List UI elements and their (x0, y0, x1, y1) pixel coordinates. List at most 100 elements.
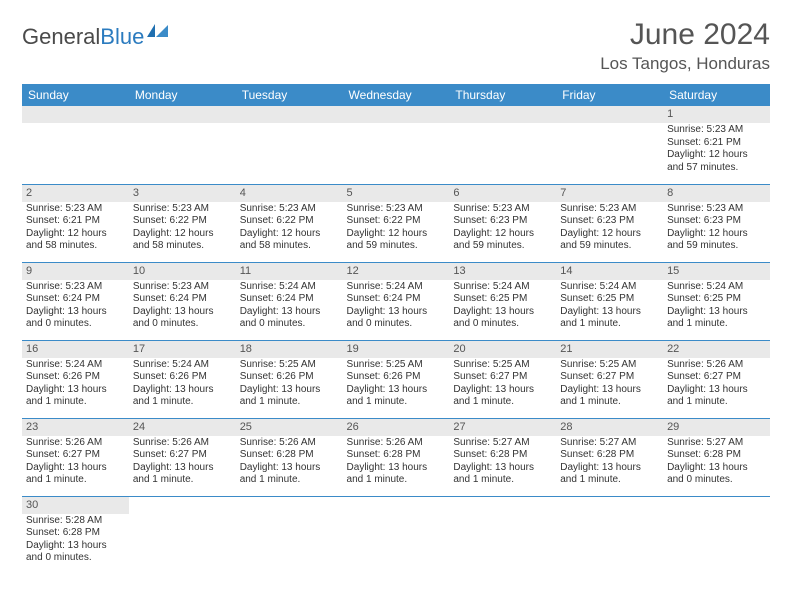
day-header-thu: Thursday (449, 84, 556, 106)
calendar-cell: 3Sunrise: 5:23 AMSunset: 6:22 PMDaylight… (129, 184, 236, 262)
month-title: June 2024 (600, 18, 770, 52)
calendar-week-row: 9Sunrise: 5:23 AMSunset: 6:24 PMDaylight… (22, 262, 770, 340)
day-number: 15 (663, 263, 770, 280)
day-content: Sunrise: 5:24 AMSunset: 6:25 PMDaylight:… (449, 280, 556, 334)
calendar-cell (556, 496, 663, 574)
day-number: 16 (22, 341, 129, 358)
day-number: 29 (663, 419, 770, 436)
day-content: Sunrise: 5:26 AMSunset: 6:28 PMDaylight:… (343, 436, 450, 490)
calendar-cell: 10Sunrise: 5:23 AMSunset: 6:24 PMDayligh… (129, 262, 236, 340)
day-content: Sunrise: 5:24 AMSunset: 6:25 PMDaylight:… (556, 280, 663, 334)
day-content: Sunrise: 5:24 AMSunset: 6:24 PMDaylight:… (236, 280, 343, 334)
calendar-cell: 16Sunrise: 5:24 AMSunset: 6:26 PMDayligh… (22, 340, 129, 418)
day-content: Sunrise: 5:23 AMSunset: 6:22 PMDaylight:… (236, 202, 343, 256)
calendar-header-row: Sunday Monday Tuesday Wednesday Thursday… (22, 84, 770, 106)
calendar-cell: 6Sunrise: 5:23 AMSunset: 6:23 PMDaylight… (449, 184, 556, 262)
calendar-cell: 25Sunrise: 5:26 AMSunset: 6:28 PMDayligh… (236, 418, 343, 496)
calendar-cell (236, 106, 343, 184)
flag-icon (146, 22, 172, 45)
calendar-cell: 29Sunrise: 5:27 AMSunset: 6:28 PMDayligh… (663, 418, 770, 496)
day-header-fri: Friday (556, 84, 663, 106)
calendar-cell (343, 496, 450, 574)
day-content: Sunrise: 5:26 AMSunset: 6:27 PMDaylight:… (129, 436, 236, 490)
calendar-cell (129, 106, 236, 184)
calendar-cell: 28Sunrise: 5:27 AMSunset: 6:28 PMDayligh… (556, 418, 663, 496)
day-number: 6 (449, 185, 556, 202)
calendar-cell: 30Sunrise: 5:28 AMSunset: 6:28 PMDayligh… (22, 496, 129, 574)
day-header-mon: Monday (129, 84, 236, 106)
day-content: Sunrise: 5:23 AMSunset: 6:23 PMDaylight:… (663, 202, 770, 256)
day-number: 9 (22, 263, 129, 280)
calendar-cell: 18Sunrise: 5:25 AMSunset: 6:26 PMDayligh… (236, 340, 343, 418)
calendar-cell: 9Sunrise: 5:23 AMSunset: 6:24 PMDaylight… (22, 262, 129, 340)
day-content: Sunrise: 5:24 AMSunset: 6:24 PMDaylight:… (343, 280, 450, 334)
day-number: 3 (129, 185, 236, 202)
calendar-cell: 19Sunrise: 5:25 AMSunset: 6:26 PMDayligh… (343, 340, 450, 418)
calendar-cell: 14Sunrise: 5:24 AMSunset: 6:25 PMDayligh… (556, 262, 663, 340)
day-content: Sunrise: 5:23 AMSunset: 6:22 PMDaylight:… (343, 202, 450, 256)
calendar-cell: 2Sunrise: 5:23 AMSunset: 6:21 PMDaylight… (22, 184, 129, 262)
day-number: 1 (663, 106, 770, 123)
day-content: Sunrise: 5:27 AMSunset: 6:28 PMDaylight:… (663, 436, 770, 490)
day-number: 8 (663, 185, 770, 202)
day-content: Sunrise: 5:24 AMSunset: 6:26 PMDaylight:… (22, 358, 129, 412)
day-content: Sunrise: 5:23 AMSunset: 6:22 PMDaylight:… (129, 202, 236, 256)
calendar-cell: 22Sunrise: 5:26 AMSunset: 6:27 PMDayligh… (663, 340, 770, 418)
day-number: 30 (22, 497, 129, 514)
day-number: 18 (236, 341, 343, 358)
day-content: Sunrise: 5:23 AMSunset: 6:23 PMDaylight:… (556, 202, 663, 256)
calendar-cell: 4Sunrise: 5:23 AMSunset: 6:22 PMDaylight… (236, 184, 343, 262)
day-content: Sunrise: 5:26 AMSunset: 6:27 PMDaylight:… (663, 358, 770, 412)
calendar-cell: 5Sunrise: 5:23 AMSunset: 6:22 PMDaylight… (343, 184, 450, 262)
logo: GeneralBlue (22, 24, 172, 50)
day-content: Sunrise: 5:25 AMSunset: 6:26 PMDaylight:… (343, 358, 450, 412)
day-content: Sunrise: 5:23 AMSunset: 6:23 PMDaylight:… (449, 202, 556, 256)
empty-daynum (343, 106, 450, 123)
day-number: 4 (236, 185, 343, 202)
header: GeneralBlue June 2024 Los Tangos, Hondur… (22, 18, 770, 74)
day-number: 25 (236, 419, 343, 436)
day-content: Sunrise: 5:24 AMSunset: 6:26 PMDaylight:… (129, 358, 236, 412)
day-content: Sunrise: 5:23 AMSunset: 6:21 PMDaylight:… (663, 123, 770, 177)
day-content: Sunrise: 5:26 AMSunset: 6:27 PMDaylight:… (22, 436, 129, 490)
day-number: 5 (343, 185, 450, 202)
calendar-cell: 27Sunrise: 5:27 AMSunset: 6:28 PMDayligh… (449, 418, 556, 496)
calendar-table: Sunday Monday Tuesday Wednesday Thursday… (22, 84, 770, 574)
calendar-cell (449, 496, 556, 574)
calendar-cell (556, 106, 663, 184)
empty-daynum (129, 106, 236, 123)
day-content: Sunrise: 5:27 AMSunset: 6:28 PMDaylight:… (556, 436, 663, 490)
day-number: 27 (449, 419, 556, 436)
calendar-cell: 17Sunrise: 5:24 AMSunset: 6:26 PMDayligh… (129, 340, 236, 418)
empty-daynum (449, 106, 556, 123)
calendar-body: 1Sunrise: 5:23 AMSunset: 6:21 PMDaylight… (22, 106, 770, 574)
calendar-cell: 24Sunrise: 5:26 AMSunset: 6:27 PMDayligh… (129, 418, 236, 496)
day-content: Sunrise: 5:25 AMSunset: 6:27 PMDaylight:… (556, 358, 663, 412)
day-content: Sunrise: 5:27 AMSunset: 6:28 PMDaylight:… (449, 436, 556, 490)
day-number: 12 (343, 263, 450, 280)
day-header-tue: Tuesday (236, 84, 343, 106)
day-header-wed: Wednesday (343, 84, 450, 106)
day-number: 10 (129, 263, 236, 280)
day-number: 28 (556, 419, 663, 436)
day-content: Sunrise: 5:23 AMSunset: 6:24 PMDaylight:… (129, 280, 236, 334)
empty-daynum (22, 106, 129, 123)
calendar-cell: 20Sunrise: 5:25 AMSunset: 6:27 PMDayligh… (449, 340, 556, 418)
calendar-cell (343, 106, 450, 184)
calendar-cell: 12Sunrise: 5:24 AMSunset: 6:24 PMDayligh… (343, 262, 450, 340)
day-number: 23 (22, 419, 129, 436)
calendar-cell (129, 496, 236, 574)
day-number: 21 (556, 341, 663, 358)
day-content: Sunrise: 5:28 AMSunset: 6:28 PMDaylight:… (22, 514, 129, 568)
calendar-week-row: 2Sunrise: 5:23 AMSunset: 6:21 PMDaylight… (22, 184, 770, 262)
calendar-cell: 11Sunrise: 5:24 AMSunset: 6:24 PMDayligh… (236, 262, 343, 340)
day-number: 17 (129, 341, 236, 358)
calendar-cell: 13Sunrise: 5:24 AMSunset: 6:25 PMDayligh… (449, 262, 556, 340)
day-content: Sunrise: 5:25 AMSunset: 6:27 PMDaylight:… (449, 358, 556, 412)
calendar-cell: 7Sunrise: 5:23 AMSunset: 6:23 PMDaylight… (556, 184, 663, 262)
day-content: Sunrise: 5:24 AMSunset: 6:25 PMDaylight:… (663, 280, 770, 334)
day-number: 13 (449, 263, 556, 280)
day-header-sat: Saturday (663, 84, 770, 106)
logo-text-blue: Blue (100, 24, 144, 50)
empty-daynum (556, 106, 663, 123)
